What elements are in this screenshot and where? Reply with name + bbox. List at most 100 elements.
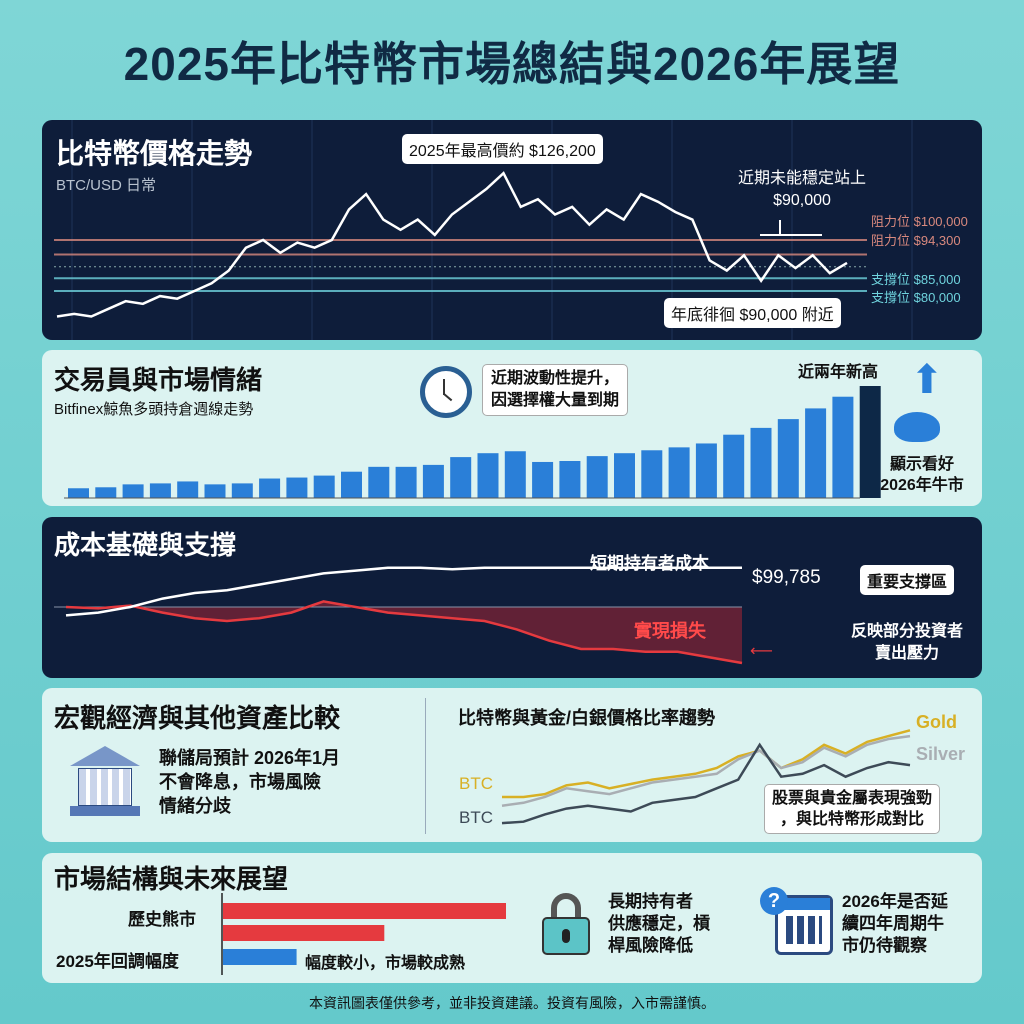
bar bbox=[395, 466, 417, 498]
bar bbox=[122, 484, 144, 498]
bar bbox=[477, 453, 499, 498]
btc-silver-label: BTC bbox=[459, 808, 493, 827]
macro-heading: 宏觀經濟與其他資產比較 bbox=[54, 703, 341, 733]
lth-note: 長期持有者 供應穩定，槓 桿風險降低 bbox=[608, 891, 710, 957]
bear-label: 歷史熊市 bbox=[128, 910, 196, 929]
bar bbox=[668, 447, 690, 498]
lth-line: 供應穩定，槓 bbox=[608, 914, 710, 933]
btc-gold-label: BTC bbox=[459, 774, 493, 793]
price-subtitle: BTC/USD 日常 bbox=[56, 177, 157, 194]
whale-longs-chart bbox=[64, 386, 881, 499]
bar bbox=[559, 460, 581, 498]
bar bbox=[450, 457, 472, 498]
pullback-label: 2025年回調幅度 bbox=[56, 952, 179, 971]
gold-label: Gold bbox=[916, 712, 957, 732]
resistance-label-100k: 阻力位 $100,000 bbox=[871, 214, 968, 229]
ratio-line-gold bbox=[502, 729, 911, 799]
support-label-80k: 支撐位 $80,000 bbox=[871, 290, 961, 305]
drawdown-bar bbox=[223, 925, 385, 941]
sentiment-panel: 交易員與市場情緒 Bitfinex鯨魚多頭持倉週線走勢 近期波動性提升， 因選擇權… bbox=[42, 350, 982, 506]
bar bbox=[750, 427, 772, 498]
pressure-line: 反映部分投資者 bbox=[850, 623, 963, 640]
bar bbox=[832, 396, 854, 498]
pressure-note: 反映部分投資者 賣出壓力 bbox=[832, 621, 982, 665]
disclaimer: 本資訊圖表僅供參考，並非投資建議。投資有風險，入市需謹慎。 bbox=[309, 995, 715, 1011]
two-year-high-label: 近兩年新高 bbox=[798, 364, 879, 381]
clock-icon bbox=[420, 366, 472, 418]
volatility-note: 近期波動性提升， 因選擇權大量到期 bbox=[482, 364, 629, 416]
bar bbox=[504, 451, 526, 498]
bar bbox=[231, 483, 253, 498]
bar bbox=[805, 408, 827, 498]
price-line bbox=[56, 171, 848, 318]
drawdown-chart bbox=[221, 893, 506, 975]
bar bbox=[368, 466, 390, 498]
fed-line: 情緒分歧 bbox=[159, 796, 231, 816]
support-label-85k: 支撐位 $85,000 bbox=[871, 272, 961, 287]
price-panel: 比特幣價格走勢 BTC/USD 日常 2025年最高價約 $126,200 近期… bbox=[42, 120, 982, 340]
bar bbox=[286, 477, 308, 498]
bar bbox=[859, 386, 881, 498]
cost-basis-chart bbox=[54, 566, 743, 665]
bullish-note: 顯示看好 2026年牛市 bbox=[862, 454, 982, 496]
silver-label: Silver bbox=[916, 744, 966, 764]
bar bbox=[641, 450, 663, 498]
drawdown-bar bbox=[223, 949, 297, 965]
drawdown-bar bbox=[223, 903, 506, 919]
bar bbox=[723, 434, 745, 498]
volatility-line: 因選擇權大量到期 bbox=[491, 392, 620, 409]
cost-basis-panel: 成本基礎與支撐 短期持有者成本 $99,785 重要支撐區 實現損失 ⟵ 反映部… bbox=[42, 517, 982, 678]
bar bbox=[777, 419, 799, 498]
bar bbox=[532, 461, 554, 498]
arrow-left-icon: ⟵ bbox=[750, 643, 773, 660]
up-arrow-icon: ⬆ bbox=[910, 358, 944, 402]
pressure-line: 賣出壓力 bbox=[874, 645, 939, 662]
realized-loss-label: 實現損失 bbox=[634, 621, 706, 641]
realized-loss-line bbox=[65, 600, 743, 665]
contrast-note: 股票與貴金屬表現強勁 ，與比特幣形成對比 bbox=[764, 784, 941, 834]
question-icon: ? bbox=[760, 887, 788, 915]
sth-label: 短期持有者成本 bbox=[590, 554, 709, 573]
ratio-line-btc bbox=[501, 742, 911, 825]
whale-icon bbox=[894, 412, 940, 442]
resistance-label-94k: 阻力位 $94,300 bbox=[871, 233, 961, 248]
bar bbox=[177, 481, 199, 498]
sentiment-heading: 交易員與市場情緒 bbox=[54, 365, 263, 395]
bar bbox=[614, 453, 635, 498]
bar bbox=[95, 487, 117, 498]
ratio-chart bbox=[501, 729, 911, 825]
fed-note: 聯儲局預計 2026年1月 不會降息，市場風險 情緒分歧 bbox=[159, 746, 340, 818]
fed-line: 聯儲局預計 2026年1月 bbox=[159, 748, 341, 768]
bar bbox=[422, 464, 444, 498]
cost-heading: 成本基礎與支撐 bbox=[54, 530, 237, 560]
contrast-line: 股票與貴金屬表現強勁 bbox=[772, 790, 933, 807]
bar bbox=[695, 443, 717, 498]
sth-cost-line bbox=[65, 566, 742, 617]
peak-callout: 2025年最高價約 $126,200 bbox=[402, 134, 603, 164]
price-heading: 比特幣價格走勢 bbox=[56, 138, 253, 169]
bar bbox=[68, 488, 89, 498]
bar bbox=[341, 471, 362, 498]
bar bbox=[586, 456, 608, 498]
structure-heading: 市場結構與未來展望 bbox=[54, 864, 289, 894]
sentiment-subtitle: Bitfinex鯨魚多頭持倉週線走勢 bbox=[54, 401, 254, 418]
fed-line: 不會降息，市場風險 bbox=[159, 772, 321, 792]
recent-level: $90,000 bbox=[773, 192, 831, 209]
price-chart bbox=[54, 120, 913, 340]
bank-icon bbox=[70, 746, 140, 818]
pullback-note: 幅度較小，市場較成熟 bbox=[305, 955, 466, 972]
sth-value: $99,785 bbox=[752, 567, 821, 588]
ratio-line-silver bbox=[501, 734, 911, 807]
cycle-line: 續四年周期牛 bbox=[842, 914, 944, 933]
support-zone-callout: 重要支撐區 bbox=[860, 565, 955, 595]
bar bbox=[149, 483, 171, 498]
contrast-line: ，與比特幣形成對比 bbox=[780, 811, 925, 828]
cycle-line: 2026年是否延 bbox=[842, 892, 948, 911]
end-callout: 年底徘徊 $90,000 附近 bbox=[664, 298, 841, 328]
cycle-note: 2026年是否延 續四年周期牛 市仍待觀察 bbox=[842, 891, 948, 957]
divider bbox=[425, 698, 426, 834]
recent-note: 近期未能穩定站上 $90,000 bbox=[722, 168, 882, 212]
structure-panel: 市場結構與未來展望 歷史熊市 2025年回調幅度 幅度較小，市場較成熟 長期持有… bbox=[42, 853, 982, 983]
recent-note-text: 近期未能穩定站上 bbox=[737, 170, 866, 187]
bar bbox=[259, 478, 281, 498]
